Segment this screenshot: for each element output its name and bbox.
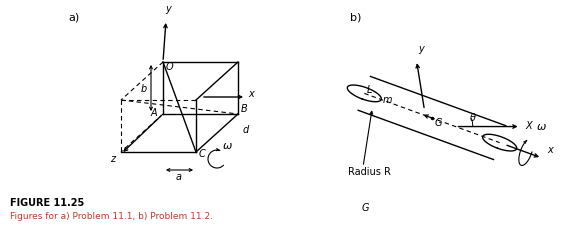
Text: $\theta$: $\theta$ [469, 111, 477, 123]
Text: y: y [418, 44, 424, 54]
Text: Radius R: Radius R [348, 167, 391, 177]
Text: b): b) [350, 12, 362, 22]
Text: L: L [367, 85, 372, 95]
Text: x: x [547, 145, 553, 155]
Text: $\omega$: $\omega$ [222, 141, 233, 151]
Text: Figures for a) Problem 11.1, b) Problem 11.2.: Figures for a) Problem 11.1, b) Problem … [10, 212, 213, 221]
Text: a): a) [68, 12, 80, 22]
Text: FIGURE 11.25: FIGURE 11.25 [10, 198, 84, 208]
Text: y: y [165, 4, 171, 14]
Text: B: B [241, 104, 248, 114]
Text: G: G [362, 203, 369, 213]
Text: C: C [199, 149, 206, 159]
Text: m: m [382, 95, 392, 105]
Text: x: x [248, 89, 254, 99]
Text: z: z [111, 154, 116, 164]
Text: G: G [435, 118, 443, 128]
Text: X: X [526, 120, 532, 131]
Text: O: O [166, 62, 174, 72]
Text: a: a [175, 172, 182, 182]
Text: b: b [141, 84, 147, 94]
Text: $\omega$: $\omega$ [536, 122, 547, 132]
Text: d: d [243, 125, 249, 135]
Text: A: A [151, 108, 157, 118]
